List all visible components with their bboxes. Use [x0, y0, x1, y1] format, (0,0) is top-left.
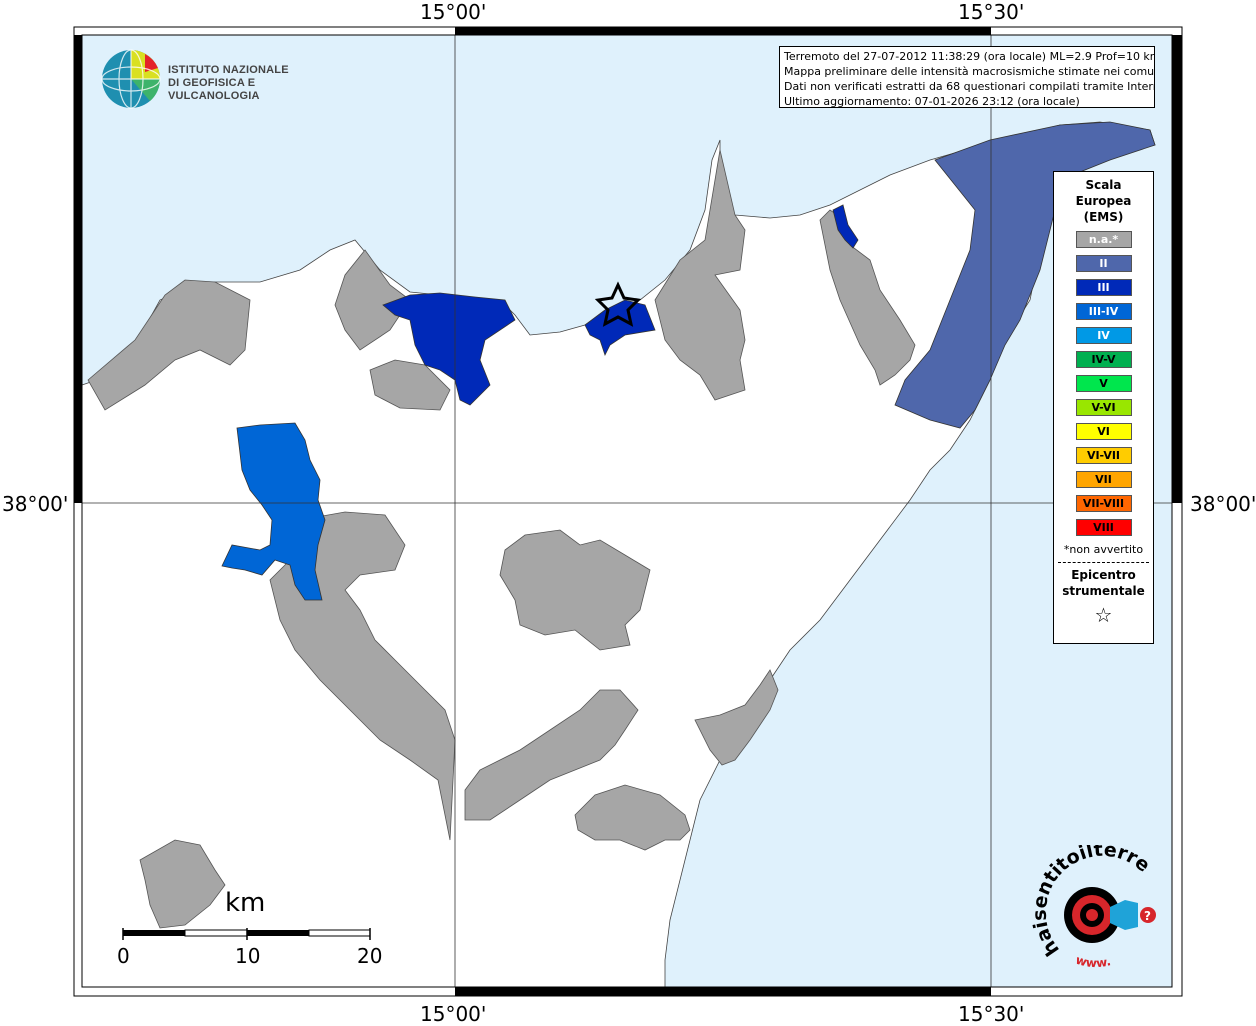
regions-intensity-iii: [382, 204, 859, 406]
globe-icon: [101, 49, 161, 109]
scale-tick-20: 20: [357, 944, 383, 968]
legend-separator: [1058, 562, 1149, 563]
ingv-name-line2: DI GEOFISICA E VULCANOLOGIA: [168, 77, 260, 102]
scale-unit: km: [225, 888, 266, 918]
hsit-logo-prefix: www.: [1074, 953, 1112, 971]
regions-not-available: [87, 149, 916, 929]
top-tick-label-15-00: 15°00': [420, 0, 487, 24]
top-tick-label-15-30: 15°30': [958, 0, 1025, 24]
scale-tick-10: 10: [235, 944, 261, 968]
legend-item: n.a.*: [1075, 231, 1132, 248]
svg-text:www.: www.: [1074, 953, 1112, 971]
legend-item: II: [1075, 255, 1132, 272]
ingv-logo: ISTITUTO NAZIONALE DI GEOFISICA E VULCAN…: [100, 48, 320, 110]
ingv-name-line1: ISTITUTO NAZIONALE: [168, 64, 289, 76]
graticule: [82, 35, 1172, 987]
legend-epicenter-line1: Epicentro: [1071, 568, 1136, 582]
left-tick-label-38-00: 38°00': [2, 492, 69, 516]
question-badge-icon: [1140, 907, 1156, 923]
legend-item: V-VI: [1075, 399, 1132, 416]
region-intensity-iii-iv: [221, 422, 326, 601]
legend-title-line1: Scala: [1085, 178, 1122, 192]
legend-item: IV: [1075, 327, 1132, 344]
legend-item: III-IV: [1075, 303, 1132, 320]
legend-item: VII-VIII: [1075, 495, 1132, 512]
legend-item: III: [1075, 279, 1132, 296]
scale-bar: [122, 928, 371, 940]
legend-item: IV-V: [1075, 351, 1132, 368]
ingv-name: ISTITUTO NAZIONALE DI GEOFISICA E VULCAN…: [168, 64, 320, 103]
legend-title-line2: Europea: [1075, 194, 1132, 208]
hsit-logo: haisentitoilterremoto.it www. ?: [1020, 828, 1170, 985]
speaker-icon: [1110, 900, 1138, 930]
bottom-tick-label-15-30: 15°30': [958, 1002, 1025, 1026]
legend-note: *non avvertito: [1063, 543, 1144, 556]
svg-text:?: ?: [1144, 909, 1151, 923]
info-line-2: Mappa preliminare delle intensità macros…: [784, 65, 1155, 78]
region-intensity-ii: [894, 121, 1156, 429]
legend-epicenter-label: Epicentro strumentale: [1054, 567, 1153, 599]
info-line-4: Ultimo aggiornamento: 07-01-2026 23:12 (…: [784, 95, 1080, 108]
legend-item: VI-VII: [1075, 447, 1132, 464]
map-frame: [73, 26, 1183, 997]
legend-list: n.a.* II III III-IV IV IV-V V V-VI VI VI-VII VII VI…: [1054, 231, 1153, 536]
intensity-legend: Scala Europea (EMS) n.a.* II III III-IV IV IV…: [1053, 171, 1154, 644]
epicenter-star-icon: [594, 281, 642, 327]
legend-item: VIII: [1075, 519, 1132, 536]
legend-item: V: [1075, 375, 1132, 392]
bottom-tick-label-15-00: 15°00': [420, 1002, 487, 1026]
legend-item: VII: [1075, 471, 1132, 488]
right-tick-label-38-00: 38°00': [1190, 492, 1256, 516]
legend-item: VI: [1075, 423, 1132, 440]
info-line-3: Dati non verificati estratti da 68 quest…: [784, 80, 1155, 93]
legend-epicenter-line2: strumentale: [1062, 584, 1145, 598]
legend-title: Scala Europea (EMS): [1054, 177, 1153, 225]
legend-title-line3: (EMS): [1083, 210, 1124, 224]
earthquake-info-box: Terremoto del 27-07-2012 11:38:29 (ora l…: [779, 46, 1155, 108]
scale-tick-0: 0: [117, 944, 130, 968]
info-line-1: Terremoto del 27-07-2012 11:38:29 (ora l…: [784, 50, 1155, 63]
legend-star-icon: ☆: [1094, 603, 1113, 627]
